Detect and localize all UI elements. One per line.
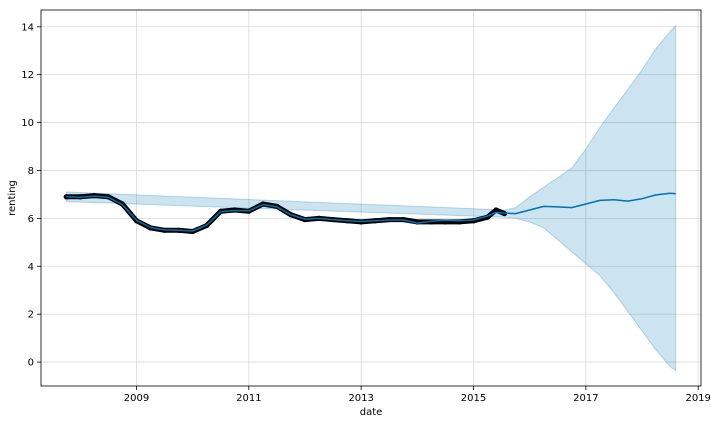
y-axis-title: renting xyxy=(7,180,18,216)
y-tick-label: 14 xyxy=(21,22,34,33)
x-tick-label: 2009 xyxy=(124,393,149,404)
forecast-line xyxy=(66,192,676,232)
x-axis-ticks: 2009 2011 2013 2015 2017 2019 xyxy=(124,386,711,404)
grid-layer xyxy=(41,10,701,386)
uncertainty-band-layer xyxy=(65,24,677,372)
forecast-line-layer xyxy=(66,192,676,232)
x-tick-label: 2011 xyxy=(236,393,261,404)
x-tick-label: 2019 xyxy=(685,393,710,404)
axes-frame xyxy=(40,9,702,387)
y-tick-label: 12 xyxy=(21,70,34,81)
y-tick-label: 0 xyxy=(28,358,34,369)
x-tick-label: 2015 xyxy=(461,393,486,404)
y-axis-ticks: 0 2 4 6 8 10 12 14 xyxy=(21,22,41,369)
y-tick-label: 6 xyxy=(28,214,34,225)
uncertainty-band xyxy=(65,24,677,372)
x-tick-label: 2017 xyxy=(573,393,598,404)
y-tick-label: 2 xyxy=(28,310,34,321)
x-tick-label: 2013 xyxy=(348,393,373,404)
y-tick-label: 4 xyxy=(28,262,34,273)
y-tick-label: 8 xyxy=(28,166,34,177)
observed-point xyxy=(493,207,499,213)
observed-point xyxy=(63,194,69,200)
y-tick-label: 10 xyxy=(21,118,34,129)
x-axis-title: date xyxy=(360,407,383,418)
